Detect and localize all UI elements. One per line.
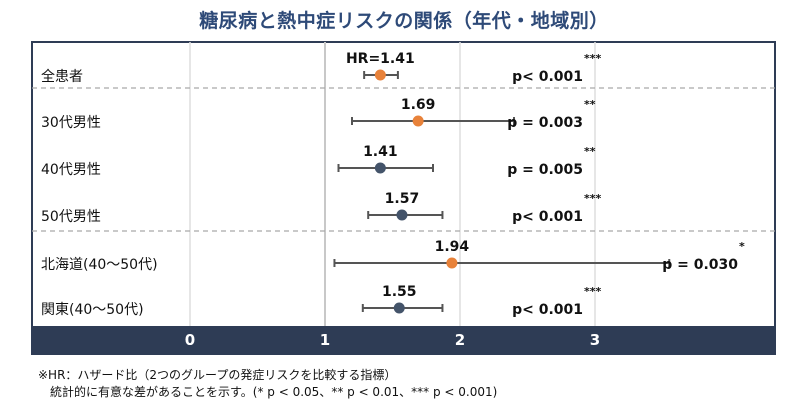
significance-stars: *** — [584, 285, 602, 298]
x-tick-label: 2 — [455, 331, 465, 349]
footnote-line-1: ※HR：ハザード比（2つのグループの発症リスクを比較する指標） — [38, 368, 397, 382]
footnote: ※HR：ハザード比（2つのグループの発症リスクを比較する指標） 統計的に有意な差… — [38, 367, 497, 401]
footnote-line-2: 統計的に有意な差があることを示す。(* p < 0.05、** p < 0.01… — [50, 385, 498, 399]
hr-point — [446, 257, 458, 269]
row-label: 北海道(40～50代) — [41, 257, 158, 273]
hr-point — [374, 162, 386, 174]
hr-point — [393, 302, 405, 314]
x-tick-label: 1 — [320, 331, 330, 349]
x-axis-band — [32, 326, 775, 354]
x-tick-label: 0 — [185, 331, 195, 349]
hr-point — [374, 69, 386, 81]
p-value-label: p = 0.030 — [662, 257, 738, 273]
row-label: 関東(40～50代) — [41, 302, 144, 318]
hr-value-label: 1.57 — [385, 191, 420, 207]
significance-stars: ** — [584, 145, 596, 158]
row-label: 30代男性 — [41, 115, 101, 131]
hr-value-label: 1.69 — [401, 97, 436, 113]
chart-title: 糖尿病と熱中症リスクの関係（年代・地域別） — [199, 10, 609, 32]
p-value-label: p = 0.003 — [507, 115, 583, 131]
hr-point — [396, 209, 408, 221]
p-value-label: p = 0.005 — [507, 162, 583, 178]
row-label: 40代男性 — [41, 162, 101, 178]
hr-value-label: 1.41 — [363, 144, 398, 160]
p-value-label: p< 0.001 — [512, 209, 583, 225]
row-label: 50代男性 — [41, 209, 101, 225]
significance-stars: *** — [584, 192, 602, 205]
p-value-label: p< 0.001 — [512, 302, 583, 318]
significance-stars: *** — [584, 52, 602, 65]
hr-value-label: 1.94 — [435, 239, 470, 255]
significance-stars: ** — [584, 98, 596, 111]
significance-stars: * — [739, 240, 745, 253]
p-value-label: p< 0.001 — [512, 69, 583, 85]
hr-point — [412, 115, 424, 127]
x-tick-label: 3 — [590, 331, 600, 349]
row-label: 全患者 — [41, 68, 83, 85]
hr-value-label: HR=1.41 — [346, 51, 415, 67]
hr-value-label: 1.55 — [382, 284, 417, 300]
